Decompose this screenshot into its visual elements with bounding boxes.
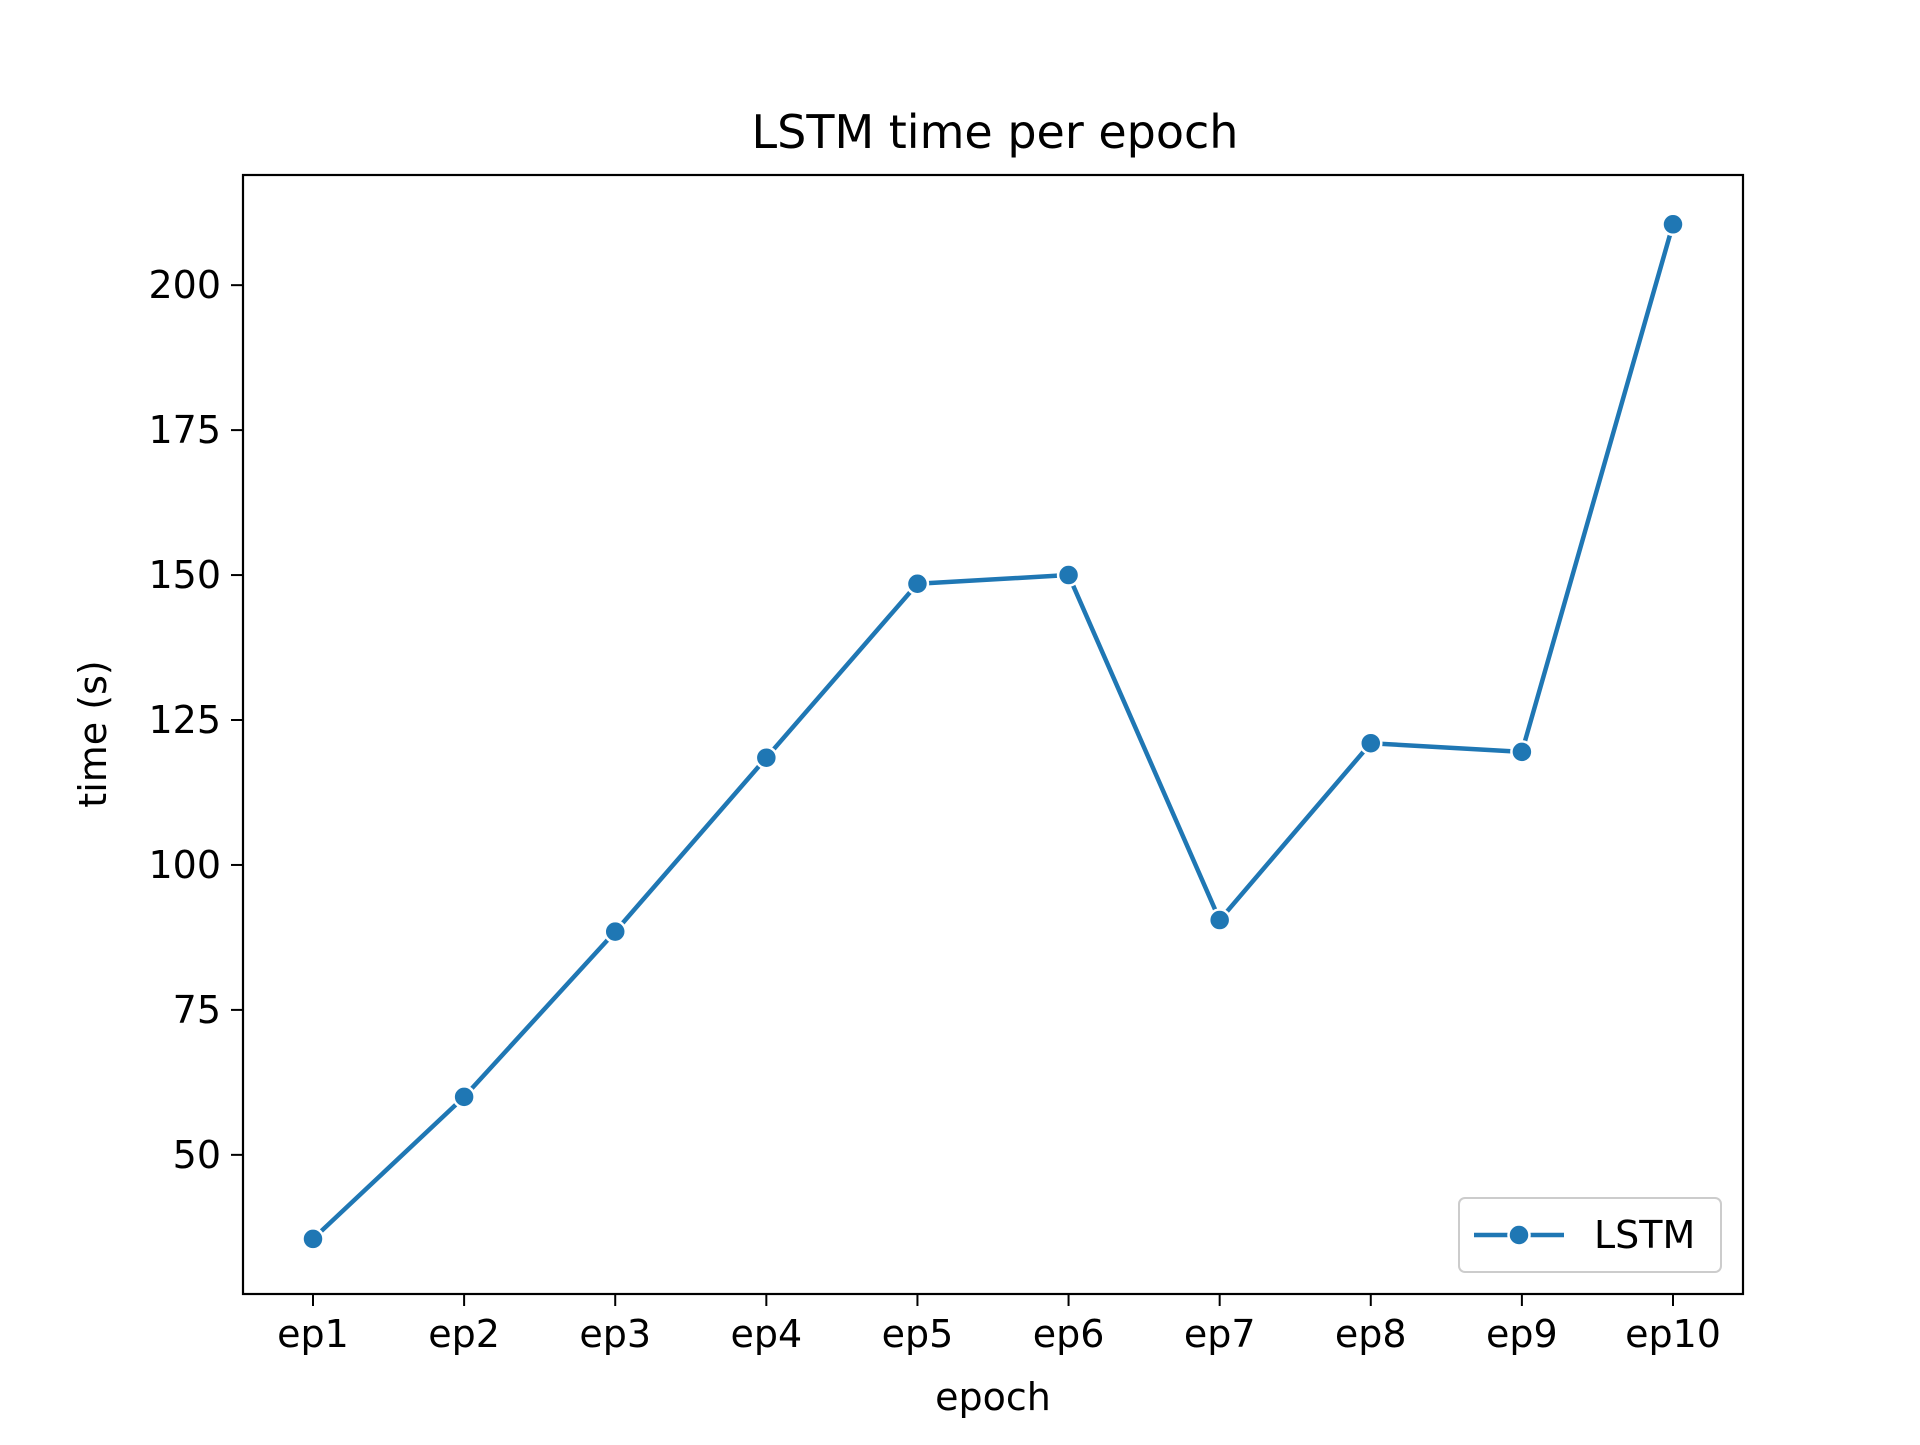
y-tick-label: 100 <box>148 843 221 887</box>
data-point <box>1207 908 1232 932</box>
y-tick-label: 50 <box>173 1133 221 1177</box>
y-tick-label: 150 <box>148 553 221 597</box>
data-point <box>905 572 930 596</box>
x-tick-label: ep9 <box>1486 1312 1558 1356</box>
y-axis-ticks: 50 75 100 125 150 175 200 <box>148 263 243 1177</box>
data-point <box>301 1227 325 1251</box>
x-tick-label: ep6 <box>1033 1312 1105 1356</box>
legend-box <box>1458 1197 1722 1273</box>
plot-area-frame <box>241 173 1745 1296</box>
y-tick-label: 175 <box>148 408 221 452</box>
series-line-lstm <box>310 222 1676 1242</box>
data-point <box>754 745 779 770</box>
y-tick-label: 75 <box>173 988 221 1032</box>
x-axis-label: epoch <box>935 1375 1051 1419</box>
x-tick-label: ep2 <box>428 1312 500 1356</box>
y-tick-label: 125 <box>148 698 221 742</box>
data-point <box>1359 731 1383 755</box>
x-tick-label: ep1 <box>277 1312 349 1356</box>
y-tick-label: 200 <box>148 263 221 307</box>
legend: LSTM <box>1458 1197 1722 1273</box>
x-tick-label: ep3 <box>579 1312 651 1356</box>
data-point <box>1056 563 1081 587</box>
y-axis-label: time (s) <box>71 660 115 807</box>
legend-marker <box>1507 1223 1531 1247</box>
x-tick-label: ep7 <box>1184 1312 1256 1356</box>
x-tick-label: ep8 <box>1335 1312 1407 1356</box>
series-layer <box>301 212 1685 1251</box>
legend-label-lstm: LSTM <box>1594 1213 1695 1257</box>
x-tick-label: ep4 <box>730 1312 802 1356</box>
x-axis-ticks: ep1 ep2 ep3 ep4 ep5 ep6 ep7 ep8 ep9 ep10 <box>277 1294 1721 1356</box>
x-tick-label: ep10 <box>1625 1312 1721 1356</box>
data-point <box>1661 212 1685 237</box>
data-point <box>603 919 627 944</box>
chart-title: LSTM time per epoch <box>752 105 1239 159</box>
x-tick-label: ep5 <box>882 1312 954 1356</box>
data-point <box>1510 740 1534 764</box>
data-point <box>452 1085 476 1109</box>
